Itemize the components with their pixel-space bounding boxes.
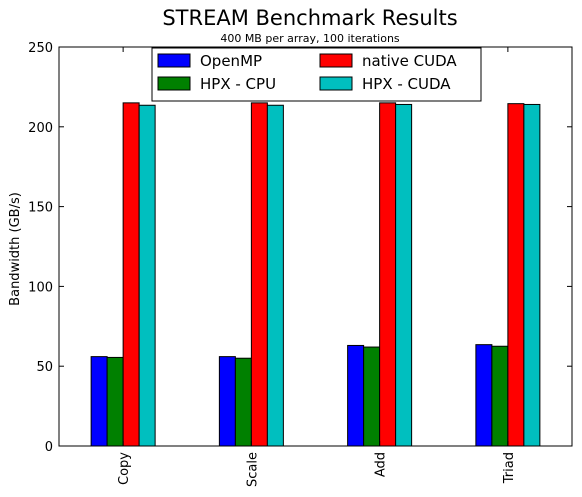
y-ticks: 0 50 100 150 200 250: [28, 41, 572, 455]
chart-title: STREAM Benchmark Results: [162, 6, 457, 30]
legend-swatch-native-cuda: [319, 53, 353, 68]
bar-add-hpx-cuda: [395, 103, 413, 447]
legend-label-native-cuda: native CUDA: [362, 52, 457, 70]
chart-subtitle: 400 MB per array, 100 iterations: [220, 32, 400, 45]
legend-label-hpx-cuda: HPX - CUDA: [362, 75, 451, 93]
x-tick-label-triad: Triad: [502, 452, 517, 484]
bar-triad-native-cuda: [507, 103, 525, 447]
bar-scale-native-cuda: [250, 102, 268, 447]
x-tick-label-scale: Scale: [245, 452, 260, 487]
bar-add-openmp: [347, 344, 365, 447]
y-axis-label: Bandwidth (GB/s): [8, 192, 23, 306]
y-tick-label: 50: [36, 360, 53, 375]
bar-add-hpx-cpu: [363, 346, 381, 447]
legend-swatch-openmp: [157, 53, 191, 68]
legend-swatch-hpx-cpu: [157, 76, 191, 91]
bar-scale-hpx-cuda: [266, 104, 284, 447]
legend-swatch-hpx-cuda: [319, 76, 353, 91]
y-tick-label: 0: [45, 440, 53, 455]
legend: OpenMP HPX - CPU native CUDA HPX - CUDA: [151, 47, 482, 102]
legend-label-openmp: OpenMP: [200, 52, 262, 70]
bar-triad-hpx-cpu: [491, 345, 509, 447]
y-tick-label: 100: [28, 280, 53, 295]
bar-copy-native-cuda: [122, 102, 140, 447]
bar-scale-hpx-cpu: [234, 357, 252, 447]
x-tick-label-add: Add: [374, 452, 389, 477]
x-ticks: Copy Scale Add Triad: [117, 47, 517, 487]
y-tick-label: 150: [28, 201, 53, 216]
bar-triad-openmp: [475, 344, 493, 447]
bar-add-native-cuda: [379, 102, 397, 447]
y-tick-label: 250: [28, 41, 53, 56]
legend-box: [151, 47, 482, 102]
bar-scale-openmp: [218, 356, 236, 447]
x-tick-label-copy: Copy: [117, 452, 132, 485]
bar-copy-hpx-cpu: [106, 356, 124, 447]
legend-label-hpx-cpu: HPX - CPU: [200, 75, 276, 93]
bar-copy-hpx-cuda: [138, 104, 156, 447]
bars-layer: [90, 102, 541, 447]
plot-frame: [58, 46, 573, 447]
bar-copy-openmp: [90, 356, 108, 447]
y-tick-label: 200: [28, 121, 53, 136]
bar-triad-hpx-cuda: [523, 103, 541, 447]
